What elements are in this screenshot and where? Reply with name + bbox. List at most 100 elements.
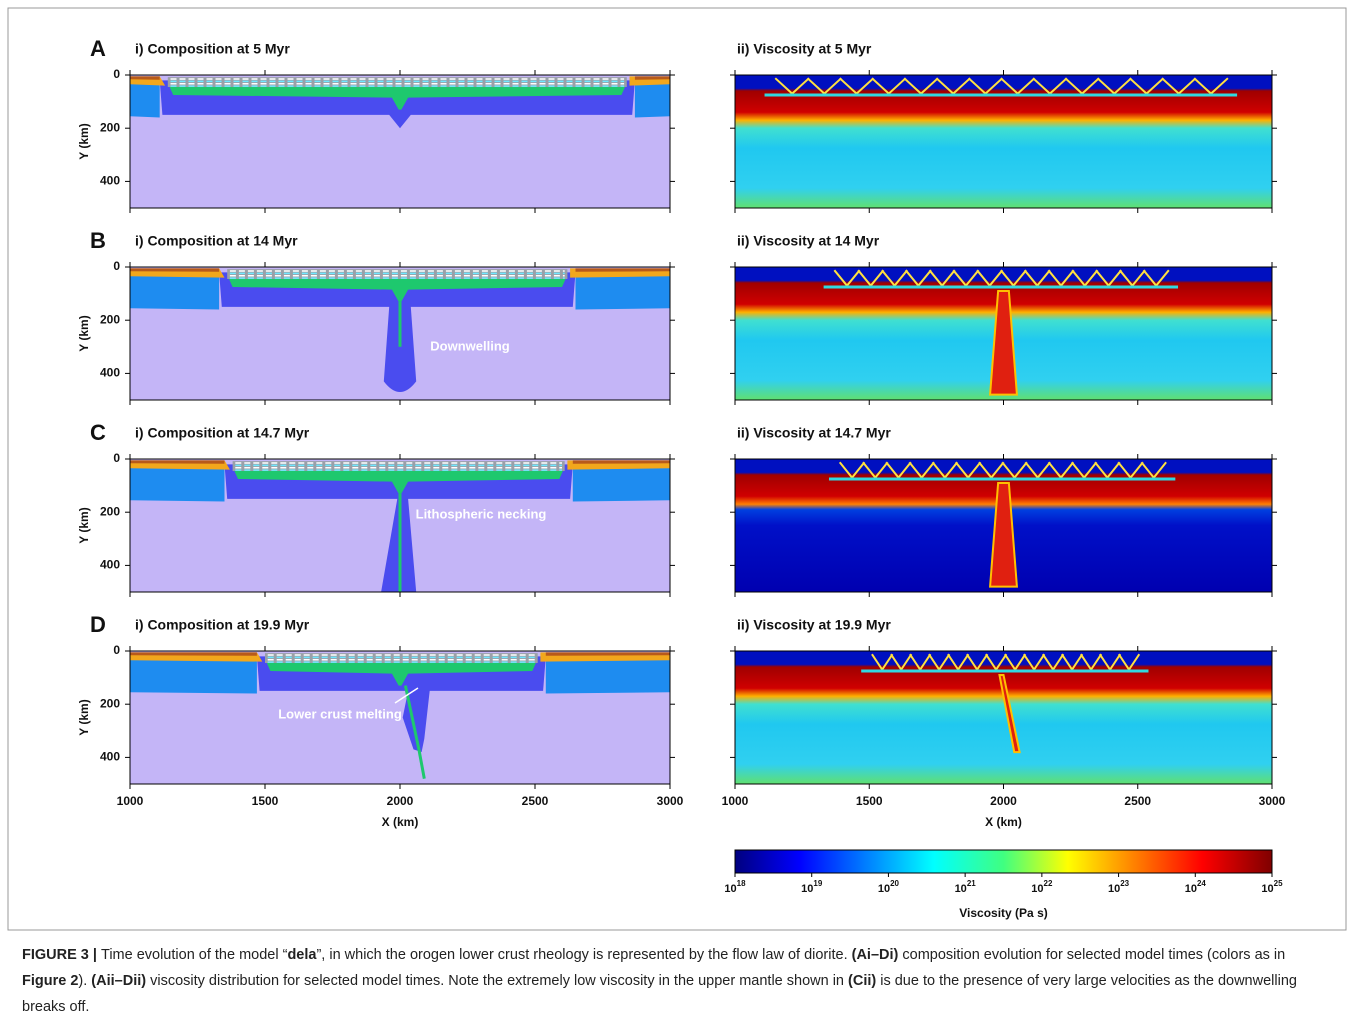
colorbar-tick-label: 1025 — [1261, 879, 1283, 895]
caption-segment: Time evolution of the model “ — [101, 947, 288, 963]
orogen-lithosphere — [219, 272, 576, 393]
drip-crust — [403, 685, 426, 779]
tick-base: 10 — [801, 883, 813, 895]
y-axis-label: Y (km) — [77, 123, 91, 159]
caption-segment: viscosity distribution for selected mode… — [146, 973, 849, 989]
colorbar-tick-label: 1018 — [724, 879, 746, 895]
y-tick-label: 0 — [113, 67, 120, 81]
y-tick-label: 200 — [100, 696, 120, 710]
panel-title: i) Composition at 14.7 Myr — [135, 425, 310, 441]
panel-title: ii) Viscosity at 14.7 Myr — [737, 425, 891, 441]
colorbar-label: Viscosity (Pa s) — [959, 906, 1048, 920]
y-tick-label: 0 — [113, 451, 120, 465]
colorbar-tick-label: 1021 — [955, 879, 977, 895]
tick-exponent: 25 — [1274, 879, 1283, 888]
y-tick-label: 400 — [100, 750, 120, 764]
y-tick-label: 200 — [100, 120, 120, 134]
caption-segment: Figure 2 — [22, 973, 79, 989]
colorbar-tick-label: 1022 — [1031, 879, 1053, 895]
upper-crust — [265, 653, 538, 663]
panel-title: i) Composition at 14 Myr — [135, 233, 298, 249]
caption-segment: ). — [78, 973, 92, 989]
panel-letter: C — [90, 420, 106, 445]
panel-letter: B — [90, 228, 106, 253]
drip-viscosity — [988, 289, 1019, 396]
caption-segment: FIGURE 3 | — [22, 947, 101, 963]
panel-title: ii) Viscosity at 19.9 Myr — [737, 617, 891, 633]
annotation-arrow — [394, 687, 419, 704]
tick-base: 10 — [724, 883, 736, 895]
colorbar-tick-label: 1024 — [1185, 879, 1207, 895]
y-tick-label: 0 — [113, 259, 120, 273]
orogen-lithosphere — [256, 656, 546, 753]
colorbar-tick-label: 1020 — [878, 879, 900, 895]
side-crust-top — [130, 268, 670, 272]
x-tick-label: 1000 — [722, 794, 749, 808]
x-tick-label: 3000 — [1259, 794, 1286, 808]
caption-segment: (Aii–Dii) — [91, 973, 147, 989]
tick-base: 10 — [1031, 883, 1043, 895]
composition-image — [130, 75, 670, 208]
composition-image — [130, 651, 670, 784]
viscosity-field — [735, 651, 1272, 784]
y-axis-label: Y (km) — [77, 699, 91, 735]
x-tick-label: 2500 — [522, 794, 549, 808]
panel-title: i) Composition at 5 Myr — [135, 41, 290, 57]
side-crust-top — [130, 460, 670, 464]
panel-letter: D — [90, 612, 106, 637]
tick-exponent: 19 — [813, 879, 822, 888]
viscosity-field — [735, 75, 1272, 208]
tick-exponent: 22 — [1044, 879, 1053, 888]
viscosity-image — [735, 267, 1272, 400]
y-tick-label: 200 — [100, 504, 120, 518]
x-tick-label: 1000 — [117, 794, 144, 808]
caption-segment: (Cii) — [848, 973, 877, 989]
tick-base: 10 — [1261, 883, 1273, 895]
lower-crust — [167, 82, 627, 110]
tick-exponent: 18 — [737, 879, 746, 888]
tick-base: 10 — [1108, 883, 1120, 895]
y-tick-label: 400 — [100, 558, 120, 572]
viscosity-image — [735, 459, 1272, 592]
colorbar-tick-label: 1023 — [1108, 879, 1130, 895]
annotation: Lower crust melting — [278, 706, 402, 721]
viscosity-image — [735, 75, 1272, 208]
tick-exponent: 23 — [1120, 879, 1129, 888]
panel-title: ii) Viscosity at 5 Myr — [737, 41, 872, 57]
lower-crust — [227, 274, 568, 302]
tick-base: 10 — [1185, 883, 1197, 895]
viscosity-image — [735, 651, 1272, 784]
lower-crust — [265, 658, 538, 686]
x-axis-label: X (km) — [382, 815, 419, 829]
drip-viscosity — [988, 481, 1019, 588]
caption: FIGURE 3 | Time evolution of the model “… — [22, 942, 1332, 1020]
x-tick-label: 3000 — [657, 794, 684, 808]
panel-letter: A — [90, 36, 106, 61]
caption-segment: dela — [287, 947, 317, 963]
panel-title: ii) Viscosity at 14 Myr — [737, 233, 880, 249]
tick-base: 10 — [878, 883, 890, 895]
x-tick-label: 2000 — [387, 794, 414, 808]
tick-exponent: 20 — [890, 879, 899, 888]
x-axis-label: X (km) — [985, 815, 1022, 829]
figure-frame — [7, 7, 1347, 931]
y-tick-label: 0 — [113, 643, 120, 657]
tick-exponent: 21 — [967, 879, 976, 888]
x-tick-label: 2500 — [1124, 794, 1151, 808]
annotation: Lithospheric necking — [416, 506, 547, 521]
y-tick-label: 400 — [100, 366, 120, 380]
lower-crust — [232, 466, 565, 494]
caption-segment: (Ai–Di) — [851, 947, 899, 963]
colorbar — [734, 849, 1273, 874]
drip-viscosity — [998, 673, 1021, 754]
y-tick-label: 200 — [100, 312, 120, 326]
y-tick-label: 400 — [100, 174, 120, 188]
annotation: Downwelling — [430, 338, 510, 353]
colorbar-tick-label: 1019 — [801, 879, 823, 895]
y-axis-label: Y (km) — [77, 315, 91, 351]
side-crust-top — [130, 652, 670, 656]
x-tick-label: 1500 — [252, 794, 279, 808]
tick-base: 10 — [955, 883, 967, 895]
